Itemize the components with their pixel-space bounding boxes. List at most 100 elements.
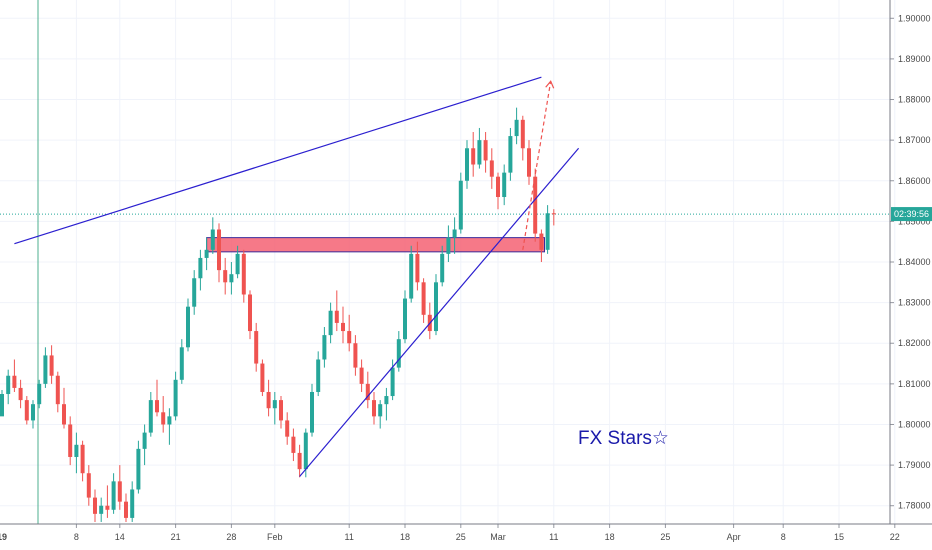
candle-body [167, 416, 172, 425]
candle-body [49, 355, 54, 376]
support-zone[interactable] [206, 237, 545, 253]
candle-body [551, 213, 556, 215]
y-tick-label: 1.90000 [898, 13, 931, 23]
candle-body [514, 119, 519, 137]
x-tick-label: 11 [549, 532, 558, 542]
candle-body [254, 331, 259, 364]
x-tick-label: 8 [781, 532, 786, 542]
y-tick-label: 1.87000 [898, 135, 931, 145]
candle-body [508, 136, 513, 173]
candle-body [297, 452, 302, 470]
trendline-upper[interactable] [14, 76, 542, 245]
candle-body [260, 363, 265, 392]
candle-body [539, 233, 544, 250]
y-tick-label: 1.80000 [898, 419, 931, 429]
x-tick-label: 25 [660, 532, 670, 542]
candle-body [390, 367, 395, 397]
candle-body [179, 347, 184, 380]
y-tick-label: 1.79000 [898, 460, 931, 470]
candle-body [421, 282, 426, 315]
candle-body [365, 383, 370, 401]
x-tick-label: 2019 [0, 532, 7, 542]
candle-body [477, 140, 482, 165]
y-tick-label: 1.86000 [898, 176, 931, 186]
candle-body [37, 383, 42, 405]
candle-body [55, 375, 60, 405]
candle-body [68, 424, 73, 457]
candle-body [99, 505, 104, 514]
candle-body [533, 176, 538, 234]
candle-body [465, 148, 469, 181]
candle-body [471, 148, 476, 165]
candle-body [0, 394, 4, 417]
candle-body [105, 505, 110, 510]
candle-body [489, 160, 494, 177]
candle-body [62, 404, 66, 425]
candle-body [161, 412, 166, 425]
x-tick-label: 18 [605, 532, 615, 542]
trendlines[interactable] [14, 76, 580, 477]
candle-body [192, 278, 197, 307]
x-tick-label: 28 [226, 532, 236, 542]
candle-body [434, 282, 438, 332]
candle-body [74, 444, 79, 457]
candle-body [173, 379, 178, 417]
y-tick-label: 1.88000 [898, 95, 931, 105]
candle-body [31, 404, 35, 421]
candle-body [43, 355, 48, 384]
candle-body [310, 391, 314, 433]
candle-body [229, 274, 234, 283]
candle-body [204, 249, 209, 258]
x-tick-label: 25 [456, 532, 466, 542]
price-axis[interactable]: 1.90000 1.89000 1.88000 1.87000 1.86000 1.850… [889, 0, 931, 524]
candlesticks [0, 107, 556, 522]
trendline-lower[interactable] [299, 147, 580, 477]
price-tag-text: 02:39:56 [894, 209, 929, 219]
candle-body [235, 253, 240, 275]
candle-body [142, 432, 147, 449]
watermark-text: FX Stars☆ [578, 428, 669, 449]
candle-body [440, 253, 445, 283]
candle-body [316, 359, 321, 392]
candle-body [303, 432, 308, 470]
candle-body [266, 391, 271, 409]
time-axis[interactable]: 2019 8 14 21 28 Feb 11 18 25 Mar 11 18 25 Apr 8 15 22 [0, 523, 932, 542]
candle-body [328, 310, 333, 336]
candle-body [527, 148, 531, 177]
candle-body [12, 375, 17, 388]
candle-body [117, 481, 122, 502]
candle-body [446, 237, 451, 254]
candle-body [130, 489, 135, 518]
price-tag-bg [891, 207, 932, 222]
candle-body [279, 400, 283, 421]
current-price-tag: 02:39:56 [891, 207, 932, 222]
candle-body [24, 400, 29, 421]
grid-lines [0, 0, 896, 524]
candle-body [396, 339, 401, 368]
trendline-projection[interactable] [522, 81, 552, 250]
candle-body [353, 343, 358, 368]
candle-body [285, 420, 290, 437]
x-tick-label: 21 [171, 532, 181, 542]
candle-body [452, 229, 457, 238]
y-tick-label: 1.81000 [898, 379, 931, 389]
y-tick-label: 1.82000 [898, 338, 931, 348]
candle-body [520, 119, 525, 149]
candle-body [198, 257, 203, 279]
candle-body [291, 436, 296, 453]
candle-body [502, 172, 507, 198]
y-tick-label: 1.78000 [898, 501, 931, 511]
candle-body [223, 270, 228, 283]
x-tick-label: 15 [834, 532, 844, 542]
candle-body [148, 400, 153, 433]
candle-body [409, 253, 414, 299]
x-tick-label: Feb [267, 532, 283, 542]
candle-body [403, 298, 407, 340]
projection-arrowhead [545, 80, 555, 89]
candle-body [384, 396, 389, 405]
support-zone-rect[interactable] [206, 237, 545, 253]
x-tick-label: 8 [74, 532, 79, 542]
candle-body [341, 322, 345, 332]
